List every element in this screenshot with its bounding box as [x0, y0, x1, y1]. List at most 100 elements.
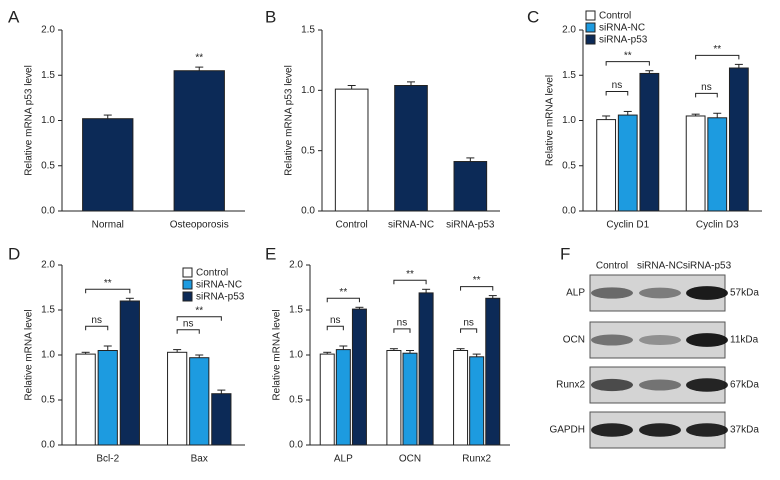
- row-label: OCN: [563, 335, 585, 346]
- bar: [351, 308, 367, 446]
- y-tick-label: 0.0: [562, 206, 576, 217]
- panel-letter: D: [8, 244, 20, 263]
- size-label: 67kDa: [730, 380, 759, 391]
- y-tick-label: 1.0: [562, 115, 576, 126]
- panel-letter: F: [560, 244, 570, 263]
- bracket-label: **: [104, 278, 112, 289]
- y-tick-label: 2.0: [41, 260, 55, 271]
- legend-swatch: [182, 279, 193, 290]
- x-tick-label: Bcl-2: [96, 454, 119, 465]
- bar: [189, 357, 210, 446]
- y-tick-label: 1.0: [41, 115, 55, 126]
- bracket-label: ns: [91, 315, 102, 326]
- y-tick-label: 1.5: [301, 25, 315, 36]
- y-tick-label: 1.5: [562, 70, 576, 81]
- bracket-label: **: [473, 275, 481, 286]
- bracket: [85, 288, 131, 294]
- significance: **: [195, 53, 203, 64]
- x-tick-label: siRNA-NC: [388, 220, 434, 231]
- x-tick-label: Cyclin D1: [606, 220, 649, 231]
- band: [591, 287, 633, 299]
- legend-swatch: [585, 10, 596, 21]
- row-label: ALP: [566, 288, 585, 299]
- band: [639, 379, 681, 391]
- legend-swatch: [585, 34, 596, 45]
- legend-label: Control: [196, 268, 228, 279]
- bar: [334, 88, 369, 212]
- x-tick-label: Cyclin D3: [696, 220, 739, 231]
- legend-swatch: [182, 291, 193, 302]
- bar: [167, 351, 188, 446]
- bracket: [605, 91, 629, 96]
- bar: [386, 350, 402, 446]
- legend-swatch: [585, 22, 596, 33]
- bar: [319, 353, 335, 446]
- bar: [469, 356, 485, 446]
- x-tick-label: OCN: [399, 454, 421, 465]
- bar: [485, 297, 501, 446]
- legend-label: siRNA-p53: [196, 292, 245, 303]
- y-axis-label: Relative mRNA level: [24, 309, 35, 400]
- legend-label: siRNA-p53: [599, 35, 648, 46]
- bar: [596, 119, 617, 212]
- band: [639, 287, 681, 299]
- bar: [685, 115, 706, 212]
- y-tick-label: 0.0: [41, 440, 55, 451]
- band: [686, 423, 728, 437]
- bracket-label: **: [713, 44, 721, 55]
- bar: [639, 72, 660, 212]
- x-tick-label: Osteoporosis: [170, 220, 229, 231]
- bracket: [176, 316, 222, 321]
- legend-label: siRNA-NC: [196, 280, 242, 291]
- band: [686, 378, 728, 392]
- bar: [173, 70, 225, 212]
- y-tick-label: 0.0: [289, 440, 303, 451]
- bracket: [326, 297, 360, 303]
- y-tick-label: 1.0: [301, 85, 315, 96]
- bracket-label: **: [624, 50, 632, 61]
- y-tick-label: 2.0: [41, 25, 55, 36]
- bar: [394, 85, 428, 212]
- bracket: [695, 54, 740, 60]
- y-tick-label: 1.5: [41, 305, 55, 316]
- y-tick-label: 1.0: [41, 350, 55, 361]
- x-tick-label: Runx2: [462, 454, 491, 465]
- bracket-label: **: [339, 287, 347, 298]
- bracket-label: **: [195, 305, 203, 316]
- x-tick-label: ALP: [334, 454, 353, 465]
- x-tick-label: Control: [336, 220, 368, 231]
- y-axis-label: Relative mRNA p53 level: [24, 65, 35, 176]
- row-label: Runx2: [556, 380, 585, 391]
- y-tick-label: 0.0: [301, 206, 315, 217]
- band: [591, 423, 633, 437]
- band: [591, 378, 633, 392]
- bar: [335, 349, 351, 446]
- panel-letter: A: [8, 7, 20, 26]
- band: [591, 334, 633, 346]
- x-tick-label: siRNA-p53: [446, 220, 495, 231]
- bracket: [393, 328, 411, 333]
- y-tick-label: 0.0: [41, 206, 55, 217]
- column-label: Control: [596, 261, 628, 272]
- y-tick-label: 1.5: [289, 305, 303, 316]
- y-axis-label: Relative mRNA level: [545, 75, 556, 166]
- bracket-label: ns: [183, 318, 194, 329]
- band: [639, 423, 681, 437]
- legend-swatch: [182, 267, 193, 278]
- y-tick-label: 1.5: [41, 70, 55, 81]
- legend-label: siRNA-NC: [599, 23, 645, 34]
- y-tick-label: 2.0: [289, 260, 303, 271]
- bracket: [176, 329, 200, 334]
- bracket-label: ns: [330, 315, 341, 326]
- bar: [119, 300, 140, 446]
- size-label: 57kDa: [730, 288, 759, 299]
- bracket: [393, 279, 427, 285]
- bar: [617, 114, 638, 212]
- bracket-label: ns: [397, 318, 408, 329]
- band: [686, 286, 728, 300]
- bracket-label: **: [406, 269, 414, 280]
- bracket-label: ns: [612, 80, 623, 91]
- bar: [707, 117, 728, 212]
- x-tick-label: Bax: [191, 454, 208, 465]
